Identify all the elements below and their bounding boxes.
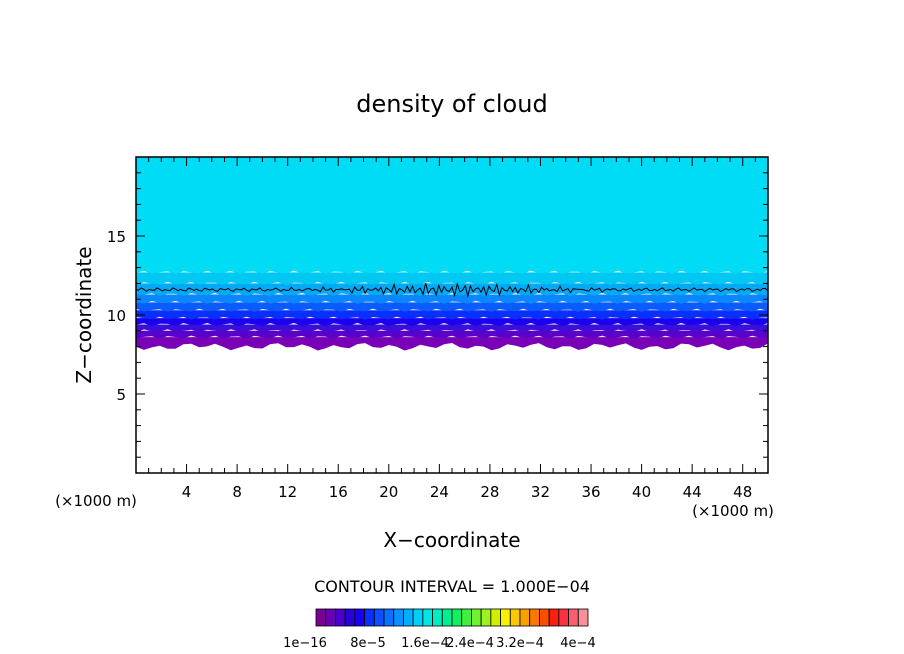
- x-tick-label: 12: [278, 483, 297, 501]
- y-tick-label: 15: [107, 228, 126, 246]
- density-layer: [136, 318, 768, 326]
- density-layer: [136, 324, 768, 333]
- x-axis-label: X−coordinate: [383, 528, 520, 552]
- colorbar-swatch: [471, 608, 482, 627]
- colorbar-swatch: [344, 608, 356, 627]
- colorbar-swatch: [441, 608, 453, 627]
- colorbar-swatch: [509, 608, 521, 627]
- density-layer: [136, 157, 768, 274]
- colorbar-swatch: [393, 608, 404, 627]
- colorbar-swatch: [451, 608, 463, 627]
- colorbar-swatch: [568, 608, 579, 627]
- colorbar-swatch: [422, 608, 433, 627]
- colorbar-swatch: [577, 608, 589, 627]
- colorbar-swatch: [539, 608, 550, 627]
- density-layer: [136, 294, 768, 304]
- colorbar: [315, 608, 589, 627]
- x-tick-label: 40: [632, 483, 651, 501]
- colorbar-swatch: [325, 608, 336, 627]
- colorbar-swatch: [558, 608, 569, 627]
- colorbar-swatch: [548, 608, 560, 627]
- colorbar-swatch: [403, 608, 414, 627]
- density-layer: [136, 337, 768, 351]
- colorbar-label: 2.4e−4: [446, 636, 494, 651]
- contour-interval-text: CONTOUR INTERVAL = 1.000E−04: [314, 577, 590, 596]
- colorbar-swatch: [490, 608, 501, 627]
- x-tick-label: 16: [329, 483, 348, 501]
- colorbar-swatch: [432, 608, 443, 627]
- colorbar-label: 3.2e−4: [496, 636, 544, 651]
- colorbar-swatch: [354, 608, 365, 627]
- x-tick-label: 8: [232, 483, 242, 501]
- x-tick-label: 28: [480, 483, 499, 501]
- density-layer: [136, 272, 768, 285]
- contour-line: [135, 282, 769, 298]
- colorbar-swatch: [500, 608, 511, 627]
- colorbar-label: 1e−16: [283, 636, 327, 651]
- colorbar-label: 1.6e−4: [401, 636, 449, 651]
- colorbar-swatch: [519, 608, 531, 627]
- y-tick-label: 10: [107, 307, 126, 325]
- x-tick-label: 24: [430, 483, 449, 501]
- x-tick-label: 32: [531, 483, 550, 501]
- density-layer: [136, 330, 768, 339]
- colorbar-label: 4e−4: [560, 636, 595, 651]
- x-tick-label: 44: [683, 483, 702, 501]
- x-tick-label: 20: [379, 483, 398, 501]
- colorbar-swatch: [364, 608, 375, 627]
- y-tick-label: 5: [116, 386, 126, 404]
- x-tick-label: 48: [733, 483, 752, 501]
- x-unit-right: (×1000 m): [692, 502, 774, 520]
- colorbar-swatch: [529, 608, 540, 627]
- colorbar-swatch: [335, 608, 346, 627]
- y-axis-ticks: 5 10 15: [107, 172, 768, 458]
- x-tick-label: 4: [182, 483, 192, 501]
- x-unit-left: (×1000 m): [55, 492, 137, 510]
- colorbar-labels: 1e−16 8e−5 1.6e−42.4e−4 3.2e−4 4e−4: [283, 636, 596, 651]
- colorbar-swatch: [315, 608, 327, 627]
- colorbar-label: 8e−5: [350, 636, 385, 651]
- colorbar-swatch: [461, 608, 472, 627]
- density-layer: [136, 283, 768, 296]
- colorbar-swatch: [383, 608, 395, 627]
- colorbar-swatch: [480, 608, 492, 627]
- x-tick-label: 36: [581, 483, 600, 501]
- density-field: [136, 157, 768, 351]
- x-axis-ticks: 4 8 12 16 20 24 28 32 36 40 44 48: [148, 157, 756, 501]
- colorbar-swatch: [373, 608, 385, 627]
- density-layer: [136, 310, 768, 320]
- colorbar-swatch: [412, 608, 424, 627]
- y-axis-label: Z−coordinate: [72, 246, 96, 383]
- chart-title: density of cloud: [356, 90, 547, 118]
- density-layer: [136, 302, 768, 312]
